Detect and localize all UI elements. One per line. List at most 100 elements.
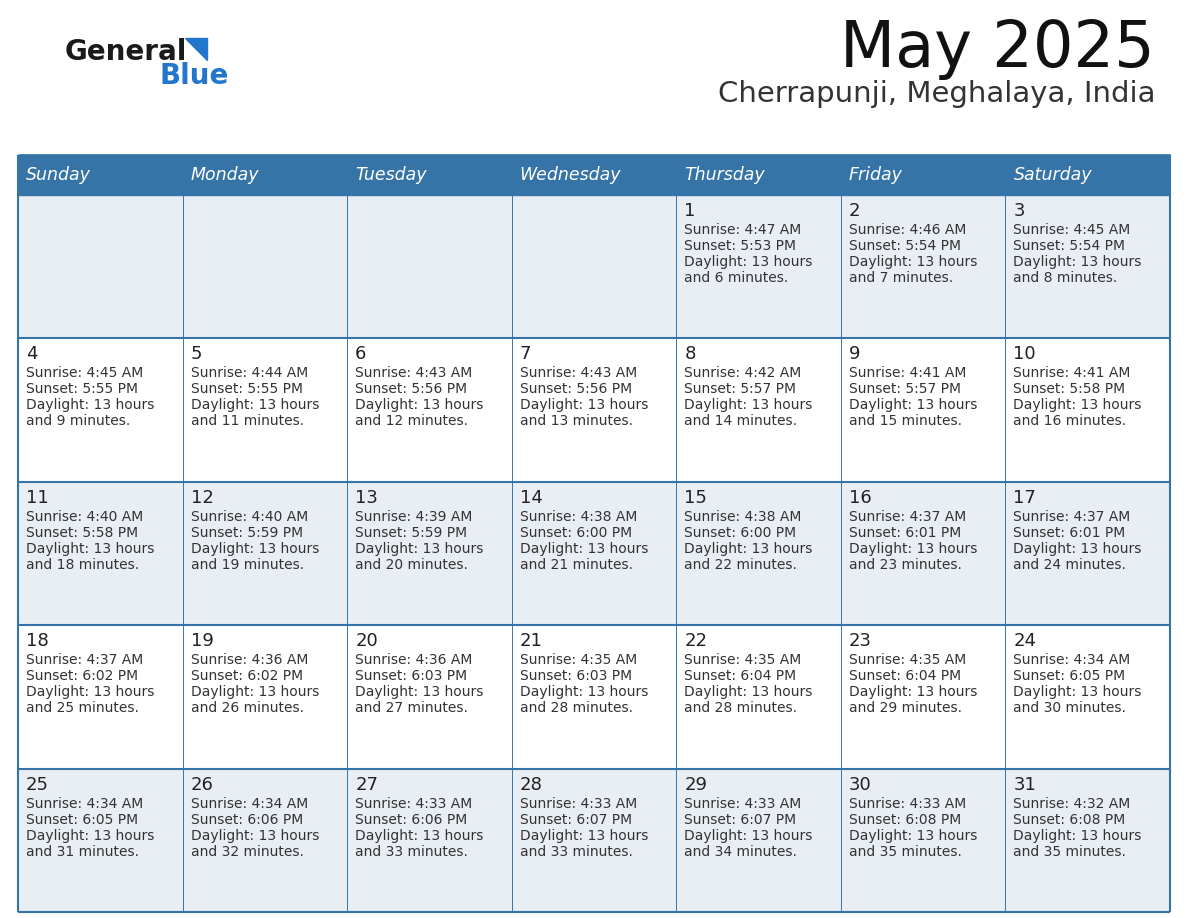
Text: Daylight: 13 hours: Daylight: 13 hours: [849, 255, 978, 269]
Text: and 33 minutes.: and 33 minutes.: [519, 845, 632, 858]
Text: Daylight: 13 hours: Daylight: 13 hours: [190, 829, 318, 843]
Text: 5: 5: [190, 345, 202, 364]
Text: Daylight: 13 hours: Daylight: 13 hours: [26, 398, 154, 412]
Text: 17: 17: [1013, 488, 1036, 507]
Text: Sunset: 6:04 PM: Sunset: 6:04 PM: [684, 669, 796, 683]
Text: Daylight: 13 hours: Daylight: 13 hours: [355, 685, 484, 700]
Bar: [347, 768, 512, 912]
Text: Sunset: 6:01 PM: Sunset: 6:01 PM: [1013, 526, 1126, 540]
Text: Sunrise: 4:41 AM: Sunrise: 4:41 AM: [849, 366, 966, 380]
Bar: [183, 155, 347, 195]
Text: 4: 4: [26, 345, 38, 364]
Text: Daylight: 13 hours: Daylight: 13 hours: [190, 542, 318, 555]
Text: and 26 minutes.: and 26 minutes.: [190, 701, 304, 715]
Text: 23: 23: [849, 633, 872, 650]
Bar: [841, 155, 1005, 195]
Bar: [347, 195, 512, 339]
Text: Sunrise: 4:34 AM: Sunrise: 4:34 AM: [26, 797, 144, 811]
Text: and 11 minutes.: and 11 minutes.: [190, 414, 304, 429]
Text: and 19 minutes.: and 19 minutes.: [190, 558, 304, 572]
Text: Sunrise: 4:43 AM: Sunrise: 4:43 AM: [519, 366, 637, 380]
Bar: [841, 625, 1005, 768]
Text: Sunset: 6:00 PM: Sunset: 6:00 PM: [684, 526, 796, 540]
Text: Daylight: 13 hours: Daylight: 13 hours: [684, 829, 813, 843]
Text: Sunrise: 4:44 AM: Sunrise: 4:44 AM: [190, 366, 308, 380]
Bar: [512, 482, 676, 625]
Text: Sunrise: 4:35 AM: Sunrise: 4:35 AM: [849, 654, 966, 667]
Bar: [18, 768, 183, 912]
Text: Daylight: 13 hours: Daylight: 13 hours: [849, 829, 978, 843]
Text: Sunrise: 4:40 AM: Sunrise: 4:40 AM: [26, 509, 144, 524]
Text: 2: 2: [849, 202, 860, 220]
Text: Daylight: 13 hours: Daylight: 13 hours: [1013, 685, 1142, 700]
Bar: [347, 339, 512, 482]
Text: and 15 minutes.: and 15 minutes.: [849, 414, 962, 429]
Text: and 14 minutes.: and 14 minutes.: [684, 414, 797, 429]
Text: Daylight: 13 hours: Daylight: 13 hours: [1013, 255, 1142, 269]
Text: Sunset: 6:01 PM: Sunset: 6:01 PM: [849, 526, 961, 540]
Bar: [676, 625, 841, 768]
Text: Daylight: 13 hours: Daylight: 13 hours: [849, 398, 978, 412]
Text: 3: 3: [1013, 202, 1025, 220]
Text: Sunrise: 4:35 AM: Sunrise: 4:35 AM: [684, 654, 802, 667]
Text: and 8 minutes.: and 8 minutes.: [1013, 271, 1118, 285]
Text: Sunrise: 4:43 AM: Sunrise: 4:43 AM: [355, 366, 473, 380]
Text: and 28 minutes.: and 28 minutes.: [519, 701, 633, 715]
Text: Sunrise: 4:41 AM: Sunrise: 4:41 AM: [1013, 366, 1131, 380]
Text: 9: 9: [849, 345, 860, 364]
Text: Sunrise: 4:40 AM: Sunrise: 4:40 AM: [190, 509, 308, 524]
Text: Sunrise: 4:33 AM: Sunrise: 4:33 AM: [849, 797, 966, 811]
Bar: [18, 625, 183, 768]
Text: 19: 19: [190, 633, 214, 650]
Text: Sunrise: 4:36 AM: Sunrise: 4:36 AM: [190, 654, 308, 667]
Text: and 27 minutes.: and 27 minutes.: [355, 701, 468, 715]
Text: and 22 minutes.: and 22 minutes.: [684, 558, 797, 572]
Text: and 20 minutes.: and 20 minutes.: [355, 558, 468, 572]
Bar: [676, 155, 841, 195]
Text: Sunrise: 4:39 AM: Sunrise: 4:39 AM: [355, 509, 473, 524]
Text: Sunrise: 4:34 AM: Sunrise: 4:34 AM: [190, 797, 308, 811]
Text: Sunrise: 4:37 AM: Sunrise: 4:37 AM: [1013, 509, 1131, 524]
Bar: [18, 339, 183, 482]
Text: Sunset: 6:08 PM: Sunset: 6:08 PM: [849, 812, 961, 826]
Text: 29: 29: [684, 776, 707, 793]
Bar: [183, 339, 347, 482]
Text: Cherrapunji, Meghalaya, India: Cherrapunji, Meghalaya, India: [718, 80, 1155, 108]
Text: Daylight: 13 hours: Daylight: 13 hours: [1013, 829, 1142, 843]
Text: Daylight: 13 hours: Daylight: 13 hours: [684, 255, 813, 269]
Bar: [512, 155, 676, 195]
Text: and 25 minutes.: and 25 minutes.: [26, 701, 139, 715]
Text: 8: 8: [684, 345, 696, 364]
Bar: [841, 195, 1005, 339]
Text: Sunset: 6:00 PM: Sunset: 6:00 PM: [519, 526, 632, 540]
Text: Daylight: 13 hours: Daylight: 13 hours: [684, 542, 813, 555]
Text: Daylight: 13 hours: Daylight: 13 hours: [355, 542, 484, 555]
Bar: [183, 482, 347, 625]
Text: 20: 20: [355, 633, 378, 650]
Text: and 33 minutes.: and 33 minutes.: [355, 845, 468, 858]
Text: Sunset: 5:58 PM: Sunset: 5:58 PM: [26, 526, 138, 540]
Text: Daylight: 13 hours: Daylight: 13 hours: [684, 685, 813, 700]
Text: and 13 minutes.: and 13 minutes.: [519, 414, 633, 429]
Text: Monday: Monday: [190, 166, 259, 184]
Bar: [512, 339, 676, 482]
Text: and 16 minutes.: and 16 minutes.: [1013, 414, 1126, 429]
Bar: [512, 625, 676, 768]
Text: Sunset: 6:03 PM: Sunset: 6:03 PM: [355, 669, 467, 683]
Text: Daylight: 13 hours: Daylight: 13 hours: [355, 829, 484, 843]
Bar: [841, 768, 1005, 912]
Text: Sunset: 5:55 PM: Sunset: 5:55 PM: [190, 383, 303, 397]
Text: and 29 minutes.: and 29 minutes.: [849, 701, 962, 715]
Text: Sunset: 5:57 PM: Sunset: 5:57 PM: [849, 383, 961, 397]
Text: Sunset: 6:04 PM: Sunset: 6:04 PM: [849, 669, 961, 683]
Text: Sunrise: 4:38 AM: Sunrise: 4:38 AM: [684, 509, 802, 524]
Text: and 32 minutes.: and 32 minutes.: [190, 845, 303, 858]
Text: Sunset: 6:06 PM: Sunset: 6:06 PM: [190, 812, 303, 826]
Text: Daylight: 13 hours: Daylight: 13 hours: [519, 542, 649, 555]
Text: Saturday: Saturday: [1013, 166, 1092, 184]
Text: Sunrise: 4:32 AM: Sunrise: 4:32 AM: [1013, 797, 1131, 811]
Text: Daylight: 13 hours: Daylight: 13 hours: [190, 685, 318, 700]
Text: 24: 24: [1013, 633, 1036, 650]
Text: 13: 13: [355, 488, 378, 507]
Text: 21: 21: [519, 633, 543, 650]
